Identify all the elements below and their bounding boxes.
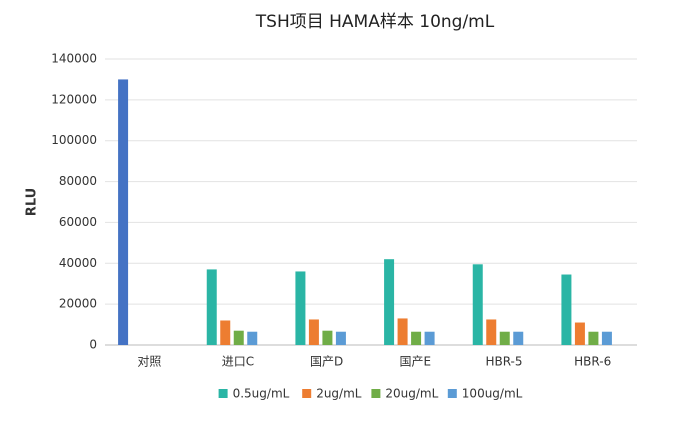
- bar: [424, 331, 435, 345]
- legend-label: 20ug/mL: [385, 387, 438, 401]
- bar: [335, 331, 346, 345]
- bar: [513, 331, 524, 345]
- bar: [295, 271, 306, 345]
- y-tick-label: 40000: [59, 256, 97, 270]
- legend-label: 100ug/mL: [462, 387, 523, 401]
- bar: [206, 269, 217, 345]
- bar: [472, 264, 483, 345]
- bar: [486, 319, 497, 345]
- bar: [384, 259, 395, 345]
- x-tick-label: 对照: [137, 355, 161, 369]
- bar: [561, 274, 572, 345]
- bar: [308, 319, 319, 345]
- bar: [322, 330, 333, 345]
- bar: [247, 331, 258, 345]
- bar: [499, 331, 510, 345]
- bar: [118, 79, 129, 345]
- y-axis-label: RLU: [25, 188, 40, 216]
- bar: [601, 331, 612, 345]
- bar: [220, 320, 231, 345]
- y-tick-label: 60000: [59, 215, 97, 229]
- x-tick-label: HBR-6: [574, 355, 611, 369]
- x-tick-label: 进口C: [222, 355, 254, 369]
- y-tick-label: 0: [89, 338, 97, 352]
- legend-label: 2ug/mL: [316, 387, 362, 401]
- chart-title: TSH项目 HAMA样本 10ng/mL: [255, 12, 495, 32]
- bar: [411, 331, 422, 345]
- x-tick-label: 国产D: [310, 355, 343, 369]
- x-tick-label: HBR-5: [485, 355, 522, 369]
- y-tick-label: 120000: [51, 92, 97, 106]
- y-tick-label: 100000: [51, 133, 97, 147]
- legend-swatch: [302, 389, 312, 398]
- y-tick-label: 80000: [59, 174, 97, 188]
- legend-label: 0.5ug/mL: [233, 387, 290, 401]
- bar: [397, 318, 408, 345]
- x-tick-label: 国产E: [400, 355, 432, 369]
- bar: [588, 331, 599, 345]
- y-tick-label: 140000: [51, 52, 97, 66]
- bar: [574, 322, 585, 345]
- legend-swatch: [447, 389, 457, 398]
- legend-swatch: [218, 389, 228, 398]
- y-tick-label: 20000: [59, 297, 97, 311]
- bar: [233, 330, 244, 345]
- legend-swatch: [371, 389, 381, 398]
